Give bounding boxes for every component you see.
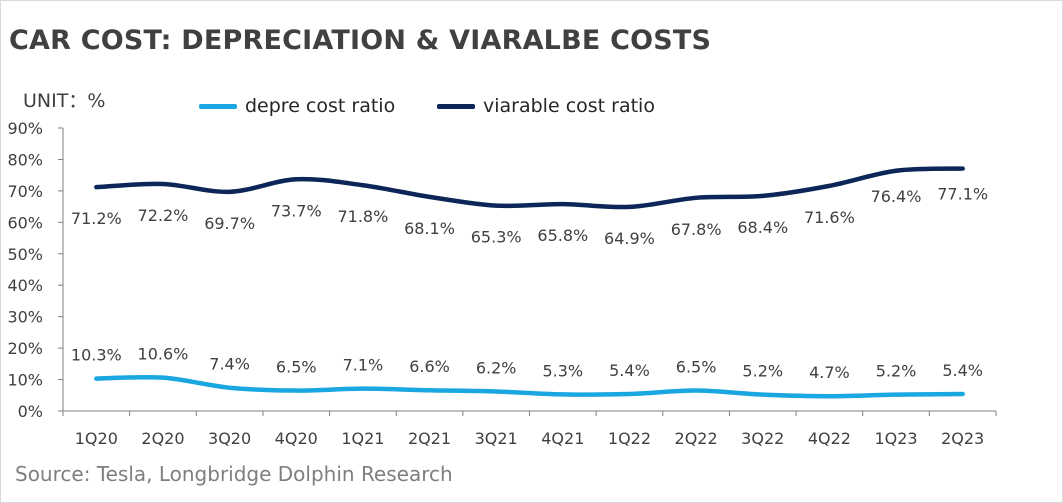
y-tick-label: 80% [7,150,43,169]
data-label-depre-cost-ratio: 5.2% [876,362,917,381]
x-tick-label: 4Q22 [808,429,851,448]
data-label-variable-cost-ratio: 65.3% [471,228,522,247]
data-label-variable-cost-ratio: 71.2% [71,209,122,228]
data-label-depre-cost-ratio: 7.4% [209,355,250,374]
y-tick-label: 0% [18,402,43,421]
x-tick-label: 1Q23 [874,429,917,448]
data-label-depre-cost-ratio: 5.2% [742,362,783,381]
data-label-variable-cost-ratio: 68.1% [404,219,455,238]
x-tick-label: 3Q20 [208,429,251,448]
data-label-depre-cost-ratio: 6.2% [476,359,517,378]
data-label-variable-cost-ratio: 69.7% [204,214,255,233]
legend-label-depre: depre cost ratio [245,95,396,117]
data-label-variable-cost-ratio: 64.9% [604,229,655,248]
unit-label: UNIT：% [23,90,106,112]
x-tick-label: 1Q21 [341,429,384,448]
x-tick-label: 2Q21 [408,429,451,448]
y-tick-label: 70% [7,182,43,201]
x-tick-label: 2Q20 [141,429,184,448]
chart-title: CAR COST: DEPRECIATION & VIARALBE COSTS [9,25,712,56]
x-tick-label: 1Q22 [608,429,651,448]
data-label-depre-cost-ratio: 7.1% [343,356,384,375]
x-tick-label: 4Q20 [275,429,318,448]
x-tick-label: 3Q21 [475,429,518,448]
y-tick-label: 50% [7,245,43,264]
legend-item-variable: viarable cost ratio [437,95,655,117]
data-label-depre-cost-ratio: 6.6% [409,357,450,376]
y-tick-label: 30% [7,308,43,327]
y-tick-label: 20% [7,339,43,358]
data-label-depre-cost-ratio: 5.4% [609,361,650,380]
data-label-variable-cost-ratio: 76.4% [871,187,922,206]
data-label-depre-cost-ratio: 6.5% [676,358,717,377]
series-line-variable-cost-ratio [94,166,965,210]
data-label-depre-cost-ratio: 4.7% [809,363,850,382]
data-label-depre-cost-ratio: 5.3% [542,361,583,380]
data-label-variable-cost-ratio: 77.1% [937,185,988,204]
y-tick-label: 40% [7,276,43,295]
x-tick-label: 1Q20 [75,429,118,448]
x-tick-label: 3Q22 [741,429,784,448]
data-label-depre-cost-ratio: 10.3% [71,346,122,365]
legend-item-depre: depre cost ratio [199,95,395,117]
y-tick-label: 60% [7,213,43,232]
data-label-variable-cost-ratio: 73.7% [271,201,322,220]
data-label-variable-cost-ratio: 71.8% [337,207,388,226]
x-tick-label: 2Q23 [941,429,984,448]
data-label-depre-cost-ratio: 6.5% [276,358,317,377]
legend-label-variable: viarable cost ratio [483,95,655,117]
data-label-variable-cost-ratio: 71.6% [804,208,855,227]
data-label-variable-cost-ratio: 72.2% [138,206,189,225]
y-tick-label: 90% [7,119,43,138]
data-label-depre-cost-ratio: 10.6% [138,345,189,364]
x-tick-label: 2Q22 [675,429,718,448]
y-tick-label: 10% [7,371,43,390]
legend-swatch-depre [199,103,237,109]
data-label-variable-cost-ratio: 68.4% [737,218,788,237]
data-label-depre-cost-ratio: 5.4% [942,361,983,380]
data-label-variable-cost-ratio: 67.8% [671,220,722,239]
source-note: Source: Tesla, Longbridge Dolphin Resear… [15,462,453,486]
x-tick-label: 4Q21 [541,429,584,448]
series-line-depre-cost-ratio [94,374,965,399]
legend-swatch-variable [437,103,475,109]
data-label-variable-cost-ratio: 65.8% [537,226,588,245]
